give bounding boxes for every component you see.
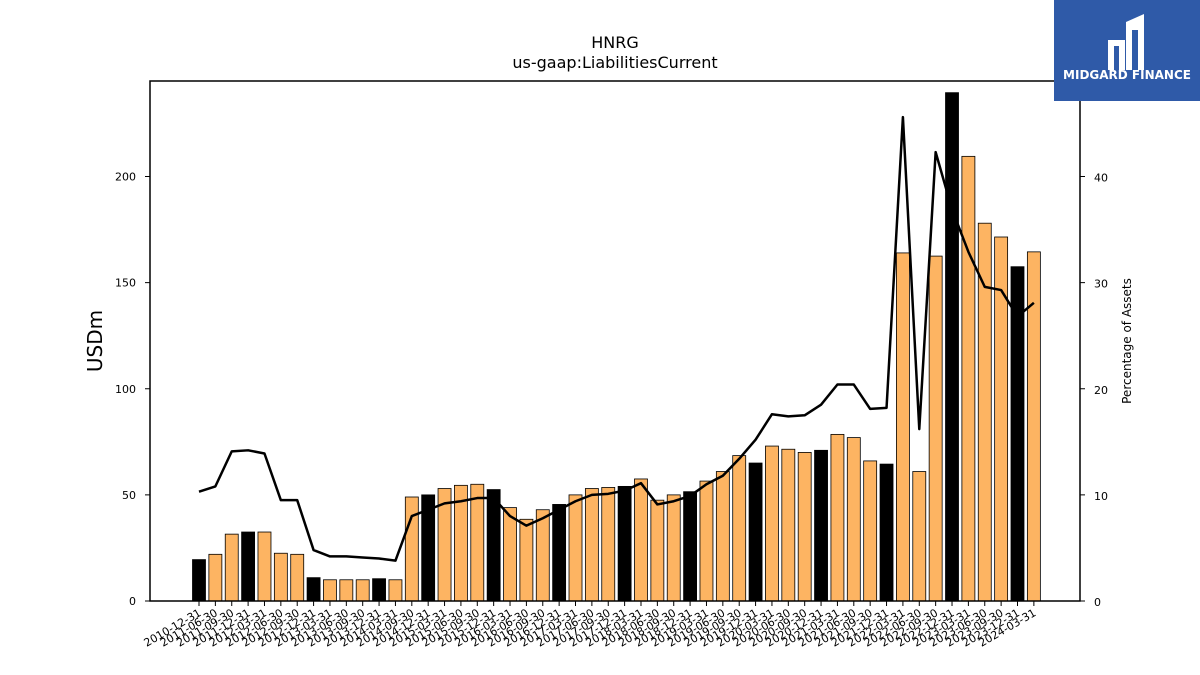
y2-tick-label: 0	[1094, 596, 1101, 609]
bar-2017-03-31	[568, 494, 583, 602]
bar-2023-03-31	[961, 155, 976, 602]
bar-2018-06-30	[650, 499, 665, 602]
bar-2021-09-30	[863, 460, 878, 602]
bar-2013-06-30	[339, 579, 354, 602]
bar-2018-12-31	[683, 491, 697, 602]
bar-2019-03-31	[699, 480, 714, 602]
bar-2021-06-30	[846, 437, 861, 602]
bar-2022-09-30	[928, 255, 943, 602]
bar-2012-03-31	[257, 531, 272, 602]
y-axis-left: 0 50 100 150 200	[115, 171, 150, 608]
bar-2012-09-30	[290, 553, 305, 602]
bar-2020-12-31	[814, 449, 828, 602]
bar-2021-12-31	[879, 463, 894, 602]
logo-mark-icon	[1108, 14, 1144, 70]
y2-tick-label: 20	[1094, 384, 1108, 397]
bar-2018-09-30	[666, 494, 681, 602]
bar-2020-09-30	[797, 452, 812, 602]
bar-2019-06-30	[715, 471, 730, 602]
bar-2015-09-30	[470, 483, 485, 602]
bar-2016-06-30	[519, 518, 534, 602]
chart-title: HNRG	[591, 33, 639, 52]
y2-tick-label: 40	[1094, 172, 1108, 185]
brand-logo: MIDGARD FINANCE	[1054, 0, 1200, 101]
y-tick-label: 100	[115, 383, 136, 396]
bar-2018-03-31	[634, 478, 648, 602]
bar-2017-09-30	[601, 487, 616, 602]
bar-2013-12-31	[372, 578, 386, 602]
y2-tick-label: 30	[1094, 278, 1108, 291]
y2-axis-label: Percentage of Assets	[1120, 278, 1134, 404]
bar-2013-09-30	[355, 579, 370, 602]
bar-2012-06-30	[273, 552, 288, 602]
bar-2016-03-31	[503, 507, 517, 602]
bar-2011-09-30	[224, 533, 239, 602]
bar-2014-03-31	[388, 579, 403, 602]
bar-2019-12-31	[748, 462, 763, 602]
y-axis-label: USDm	[83, 310, 107, 372]
bar-2017-12-31	[617, 485, 632, 602]
y-tick-label: 50	[122, 489, 136, 502]
bar-2013-03-31	[323, 579, 337, 602]
y-axis-right: 0 10 20 30 40	[1080, 172, 1108, 609]
bar-2022-12-31	[945, 92, 959, 602]
bar-2021-03-31	[830, 433, 845, 602]
bar-2022-03-31	[896, 252, 910, 602]
bars-group	[192, 92, 1041, 602]
bar-2017-06-30	[584, 488, 599, 602]
bar-2010-12-31	[192, 559, 206, 602]
logo-text: MIDGARD FINANCE	[1063, 68, 1191, 82]
percentage-line	[198, 115, 1035, 562]
y-tick-label: 150	[115, 277, 136, 290]
bar-2020-03-31	[765, 445, 779, 602]
bar-2011-12-31	[241, 531, 256, 602]
y-tick-label: 0	[129, 595, 136, 608]
bar-2015-12-31	[486, 489, 501, 602]
chart-subtitle: us-gaap:LiabilitiesCurrent	[512, 53, 717, 72]
bar-2012-12-31	[306, 577, 321, 602]
bar-2016-12-31	[552, 504, 567, 602]
bar-2020-06-30	[781, 448, 796, 602]
bar-2019-09-30	[732, 455, 747, 602]
y-tick-label: 200	[115, 171, 136, 184]
bar-2016-09-30	[535, 509, 550, 602]
bar-2011-06-30	[208, 553, 223, 602]
x-axis: 2010-12-312011-06-302011-09-302011-12-31…	[142, 601, 1038, 650]
bar-2022-06-30	[912, 471, 927, 602]
y2-tick-label: 10	[1094, 490, 1108, 503]
plot-frame	[149, 80, 1081, 602]
bar-2014-09-30	[404, 496, 419, 602]
